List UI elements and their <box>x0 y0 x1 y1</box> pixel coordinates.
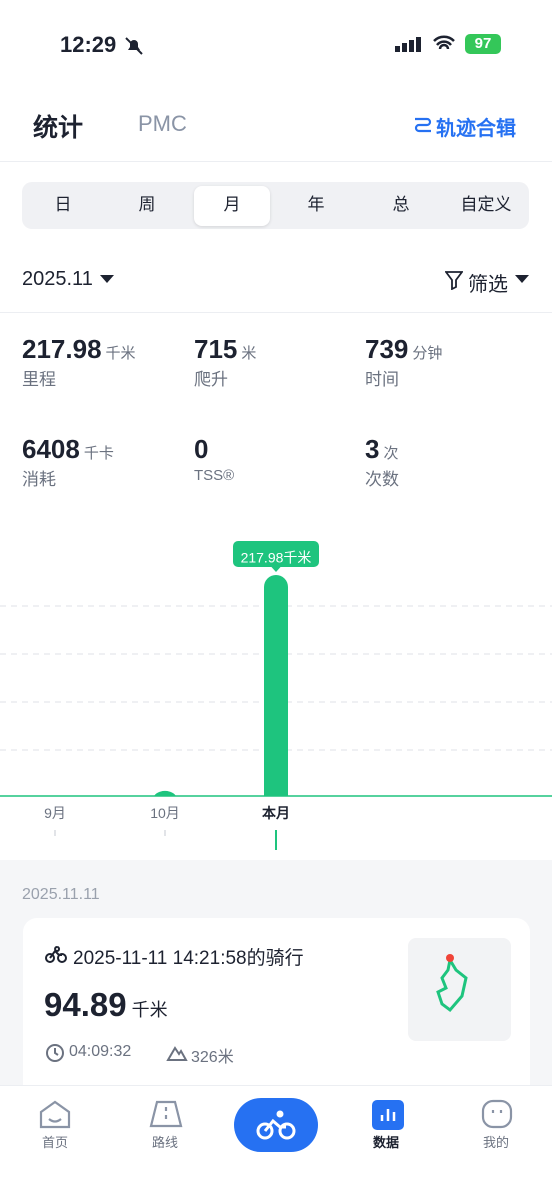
stat-label: 消耗 <box>22 470 56 489</box>
stat: 217.98 千米里程 <box>22 334 136 390</box>
period-selected <box>194 186 270 226</box>
route-map <box>436 954 468 1013</box>
battery: 97 <box>465 34 501 54</box>
signal-icon <box>395 37 421 52</box>
stat-label: TSS® <box>194 467 235 484</box>
home-icon <box>39 1100 71 1129</box>
period[interactable]: 总 <box>392 195 410 214</box>
filter[interactable]: 筛选 <box>468 274 508 296</box>
x-tick-label: 10月 <box>150 805 180 821</box>
distance-value: 94.89 <box>44 986 127 1023</box>
tab[interactable]: 路线 <box>151 1135 178 1150</box>
date-picker[interactable]: 2025.11 <box>22 268 93 290</box>
stat-label: 次数 <box>365 470 399 489</box>
stat: 6408 千卡消耗 <box>22 434 114 490</box>
caret <box>515 275 529 283</box>
stat-label: 时间 <box>365 370 399 389</box>
elevation-icon <box>166 1046 188 1061</box>
period[interactable]: 自定义 <box>460 195 512 214</box>
record-icon <box>256 1110 296 1140</box>
tab[interactable]: 首页 <box>41 1135 68 1150</box>
stat-unit: 米 <box>241 345 257 362</box>
period[interactable]: 月 <box>223 195 241 214</box>
stat-value: 0 <box>194 434 209 464</box>
time: 12:29 <box>60 32 117 57</box>
duration: 04:09:32 <box>69 1043 132 1060</box>
stat-unit: 次 <box>383 445 399 462</box>
stat: 739 分钟 时间 <box>365 334 442 390</box>
route-icon <box>149 1100 183 1128</box>
x-tick-label: 9月 <box>44 805 66 821</box>
caret <box>100 275 114 283</box>
tooltip <box>233 541 319 567</box>
stat-value: 739 <box>365 334 409 364</box>
track-collection[interactable]: 轨迹合辑 <box>436 118 516 140</box>
bar <box>154 790 176 796</box>
stat-unit: 分钟 <box>412 345 443 362</box>
stat-label: 里程 <box>22 370 56 389</box>
data-label: 217.98千米 <box>241 550 312 566</box>
collection-icon <box>414 117 432 133</box>
divider <box>0 161 552 162</box>
activity-date: 2025.11.11 <box>22 886 100 903</box>
stat-value: 3 <box>365 434 380 464</box>
tab-stats[interactable]: 统计 <box>33 114 84 142</box>
bike-icon <box>45 946 67 963</box>
clock-icon <box>46 1044 64 1062</box>
record-button[interactable] <box>234 1098 318 1152</box>
filter-icon <box>445 271 463 290</box>
distance-unit: 千米 <box>131 1000 168 1020</box>
tab[interactable]: 我的 <box>482 1135 509 1150</box>
tooltip-arrow <box>271 566 281 572</box>
stat-label: 爬升 <box>194 370 228 389</box>
period[interactable]: 周 <box>138 195 156 214</box>
activity-title: 2025-11-11 14:21:58的骑行 <box>73 948 304 969</box>
data-icon <box>372 1100 404 1130</box>
wifi-icon <box>433 35 455 50</box>
chart: 9月 10月 本月 217.98千米 <box>0 541 552 850</box>
tab[interactable]: 数据 <box>372 1135 399 1150</box>
activity-distance: 94.89 千米 <box>44 986 168 1024</box>
route-thumbnail <box>408 938 511 1041</box>
stat: 3 次次数 <box>365 434 399 490</box>
stat-value: 6408 <box>22 434 80 464</box>
divider <box>0 312 552 313</box>
period[interactable]: 年 <box>307 195 325 214</box>
tab-pmc[interactable]: PMC <box>138 111 187 136</box>
period-selector <box>22 182 529 229</box>
period[interactable]: 日 <box>54 195 72 214</box>
stat-unit: 千卡 <box>83 445 114 462</box>
stat: 0 TSS® <box>194 434 234 484</box>
bar <box>264 575 288 796</box>
stat-value: 217.98 <box>22 334 102 364</box>
mute-icon <box>125 37 143 55</box>
stat: 715 米爬升 <box>194 334 256 390</box>
x-tick-label: 本月 <box>262 805 290 821</box>
me-icon <box>481 1099 513 1129</box>
stat-unit: 千米 <box>105 345 136 362</box>
stat-value: 715 <box>194 334 238 364</box>
elevation: 326米 <box>191 1049 234 1066</box>
